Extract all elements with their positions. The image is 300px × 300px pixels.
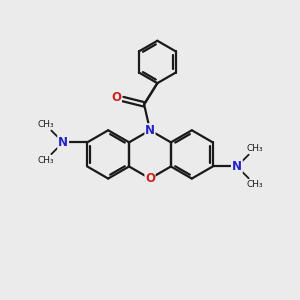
Text: CH₃: CH₃ bbox=[246, 180, 263, 189]
Text: N: N bbox=[232, 160, 242, 173]
Text: CH₃: CH₃ bbox=[246, 144, 263, 153]
Text: N: N bbox=[58, 136, 68, 149]
Text: CH₃: CH₃ bbox=[37, 155, 54, 164]
Text: O: O bbox=[111, 91, 122, 104]
Text: O: O bbox=[145, 172, 155, 185]
Text: CH₃: CH₃ bbox=[37, 120, 54, 129]
Text: N: N bbox=[145, 124, 155, 137]
